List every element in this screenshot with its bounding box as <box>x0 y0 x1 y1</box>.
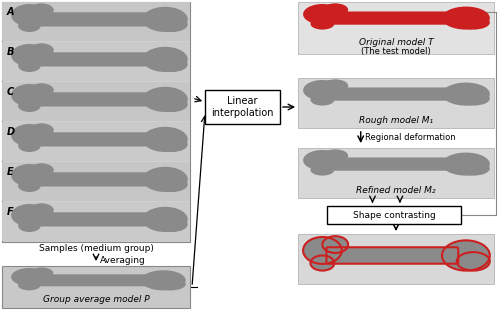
Ellipse shape <box>30 3 54 17</box>
Ellipse shape <box>310 255 334 271</box>
Ellipse shape <box>142 127 188 152</box>
FancyBboxPatch shape <box>33 52 158 66</box>
FancyBboxPatch shape <box>298 234 494 284</box>
Ellipse shape <box>141 270 186 290</box>
Ellipse shape <box>156 137 188 152</box>
Ellipse shape <box>303 4 342 25</box>
Ellipse shape <box>18 99 40 112</box>
Ellipse shape <box>322 79 348 92</box>
Ellipse shape <box>18 60 40 72</box>
Text: E: E <box>7 167 14 177</box>
Ellipse shape <box>310 164 334 176</box>
Ellipse shape <box>310 18 334 30</box>
Ellipse shape <box>142 207 188 232</box>
Ellipse shape <box>142 47 188 72</box>
Ellipse shape <box>303 80 342 100</box>
Text: B: B <box>7 47 14 57</box>
FancyBboxPatch shape <box>326 11 458 25</box>
Ellipse shape <box>456 162 490 176</box>
Ellipse shape <box>30 163 54 177</box>
Ellipse shape <box>11 124 48 146</box>
FancyBboxPatch shape <box>33 172 158 186</box>
FancyBboxPatch shape <box>298 148 494 198</box>
Text: Original model T: Original model T <box>358 38 434 47</box>
Ellipse shape <box>322 149 348 162</box>
Ellipse shape <box>156 96 188 112</box>
Ellipse shape <box>155 278 186 290</box>
Text: Refined model M₂: Refined model M₂ <box>356 186 436 195</box>
Ellipse shape <box>18 219 40 232</box>
FancyBboxPatch shape <box>33 12 158 26</box>
Ellipse shape <box>156 57 188 72</box>
Text: D: D <box>7 127 15 137</box>
Ellipse shape <box>142 167 188 192</box>
Text: A: A <box>7 7 14 17</box>
Ellipse shape <box>442 240 490 271</box>
Ellipse shape <box>442 153 490 176</box>
FancyBboxPatch shape <box>2 42 190 81</box>
Ellipse shape <box>456 252 490 271</box>
Ellipse shape <box>11 84 48 106</box>
Ellipse shape <box>456 92 490 106</box>
Ellipse shape <box>322 3 348 16</box>
Ellipse shape <box>142 87 188 112</box>
FancyBboxPatch shape <box>326 158 458 171</box>
Ellipse shape <box>156 17 188 32</box>
Text: Regional deformation: Regional deformation <box>364 133 456 142</box>
Text: F: F <box>7 207 14 217</box>
Ellipse shape <box>442 7 490 30</box>
FancyBboxPatch shape <box>2 122 190 161</box>
Ellipse shape <box>156 216 188 232</box>
Ellipse shape <box>18 19 40 32</box>
Ellipse shape <box>18 139 40 152</box>
FancyBboxPatch shape <box>326 247 458 264</box>
Ellipse shape <box>30 43 54 57</box>
FancyBboxPatch shape <box>33 132 158 146</box>
Ellipse shape <box>30 83 54 97</box>
Text: Rough model M₁: Rough model M₁ <box>359 116 433 125</box>
Text: Linear
interpolation: Linear interpolation <box>211 96 274 118</box>
Text: (The test model): (The test model) <box>361 47 431 56</box>
Ellipse shape <box>310 94 334 106</box>
FancyBboxPatch shape <box>33 92 158 107</box>
Ellipse shape <box>11 204 48 226</box>
Ellipse shape <box>303 150 342 170</box>
FancyBboxPatch shape <box>205 90 280 124</box>
FancyBboxPatch shape <box>2 162 190 201</box>
Ellipse shape <box>456 15 490 30</box>
FancyBboxPatch shape <box>33 212 158 227</box>
Ellipse shape <box>442 82 490 106</box>
Ellipse shape <box>11 268 48 286</box>
FancyBboxPatch shape <box>2 202 190 241</box>
Ellipse shape <box>30 123 54 137</box>
Text: Group average model P: Group average model P <box>42 295 150 304</box>
FancyBboxPatch shape <box>298 2 494 54</box>
Ellipse shape <box>11 164 48 186</box>
FancyBboxPatch shape <box>2 2 190 242</box>
FancyBboxPatch shape <box>298 78 494 128</box>
Ellipse shape <box>18 280 40 290</box>
Ellipse shape <box>29 267 54 279</box>
Ellipse shape <box>303 237 342 264</box>
FancyBboxPatch shape <box>2 2 190 41</box>
Ellipse shape <box>18 180 40 192</box>
Ellipse shape <box>30 203 54 217</box>
Ellipse shape <box>142 7 188 32</box>
FancyBboxPatch shape <box>33 274 156 286</box>
Text: Shape contrasting: Shape contrasting <box>352 211 436 219</box>
Text: Averaging: Averaging <box>100 256 146 265</box>
Ellipse shape <box>156 177 188 192</box>
FancyBboxPatch shape <box>2 266 190 308</box>
FancyBboxPatch shape <box>2 82 190 121</box>
FancyBboxPatch shape <box>326 87 458 101</box>
Ellipse shape <box>322 236 348 253</box>
Ellipse shape <box>11 4 48 26</box>
Text: C: C <box>7 87 14 97</box>
Ellipse shape <box>11 44 48 66</box>
Text: Samples (medium group): Samples (medium group) <box>38 244 154 253</box>
FancyBboxPatch shape <box>328 206 460 224</box>
